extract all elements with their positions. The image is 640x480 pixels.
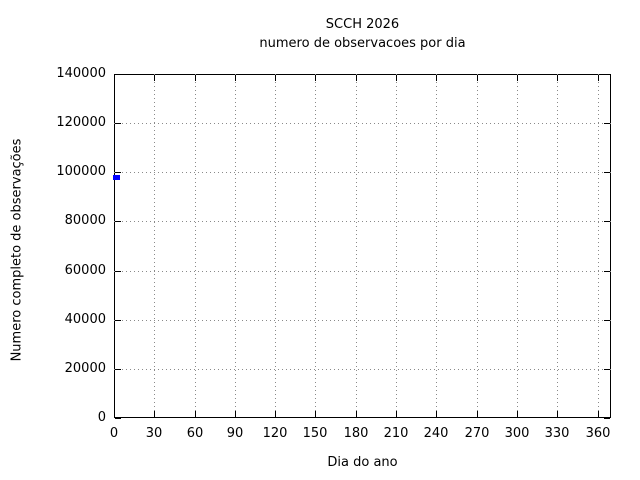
x-tick-top [598,75,599,81]
x-gridline [154,74,155,418]
y-gridline [114,271,611,272]
x-tick-top [315,75,316,81]
x-tick [275,411,276,417]
x-tick-top [195,75,196,81]
x-tick-label: 240 [423,426,449,441]
y-tick-label: 40000 [64,312,106,327]
y-tick [115,320,121,321]
x-tick [114,411,115,417]
x-tick [598,411,599,417]
x-tick-top [517,75,518,81]
y-gridline [114,369,611,370]
y-tick-right [604,320,610,321]
x-tick-top [235,75,236,81]
x-tick-top [356,75,357,81]
x-tick-top [436,75,437,81]
y-tick [115,74,121,75]
x-tick-top [396,75,397,81]
x-gridline [315,74,316,418]
x-tick-label: 360 [585,426,611,441]
x-tick-top [154,75,155,81]
y-tick [115,369,121,370]
y-axis-label: Numero completo de observações [9,138,25,362]
x-gridline [517,74,518,418]
y-gridline [114,123,611,124]
y-tick-right [604,123,610,124]
y-gridline [114,320,611,321]
x-gridline [356,74,357,418]
x-gridline [235,74,236,418]
y-tick-label: 100000 [56,164,106,179]
y-tick-right [604,271,610,272]
x-tick [557,411,558,417]
x-tick-top [114,75,115,81]
data-point [115,175,120,180]
x-tick [235,411,236,417]
x-tick [195,411,196,417]
y-tick [115,123,121,124]
y-tick-label: 80000 [64,213,106,228]
x-tick-label: 300 [504,426,530,441]
y-tick-right [604,221,610,222]
chart-subtitle: numero de observacoes por dia [259,36,466,51]
x-gridline [396,74,397,418]
y-gridline [114,172,611,173]
x-tick-top [275,75,276,81]
y-tick [115,271,121,272]
x-tick-label: 0 [109,426,119,441]
x-axis-label: Dia do ano [327,455,398,470]
x-tick-top [477,75,478,81]
y-tick [115,418,121,419]
x-tick [356,411,357,417]
x-tick-label: 90 [226,426,244,441]
y-tick-label: 120000 [56,115,106,130]
chart-title: SCCH 2026 [325,17,400,32]
y-tick-right [604,418,610,419]
x-gridline [598,74,599,418]
x-tick-label: 120 [262,426,288,441]
x-gridline [195,74,196,418]
x-tick-label: 30 [145,426,163,441]
x-tick-label: 270 [464,426,490,441]
x-tick [396,411,397,417]
y-tick-label: 60000 [64,263,106,278]
x-gridline [557,74,558,418]
y-tick-label: 20000 [64,361,106,376]
plot-area [114,74,611,418]
x-tick [154,411,155,417]
x-gridline [477,74,478,418]
x-tick-label: 210 [383,426,409,441]
y-tick-label: 140000 [56,66,106,81]
x-tick [436,411,437,417]
y-tick-right [604,172,610,173]
x-gridline [275,74,276,418]
y-gridline [114,221,611,222]
x-tick-top [557,75,558,81]
x-tick [315,411,316,417]
y-tick-right [604,369,610,370]
x-tick-label: 180 [343,426,369,441]
x-gridline [436,74,437,418]
y-tick-right [604,74,610,75]
x-tick-label: 60 [186,426,204,441]
y-tick-label: 0 [97,410,106,425]
x-tick-label: 330 [544,426,570,441]
x-tick [477,411,478,417]
x-tick-label: 150 [302,426,328,441]
x-tick [517,411,518,417]
y-tick [115,172,121,173]
y-tick [115,221,121,222]
